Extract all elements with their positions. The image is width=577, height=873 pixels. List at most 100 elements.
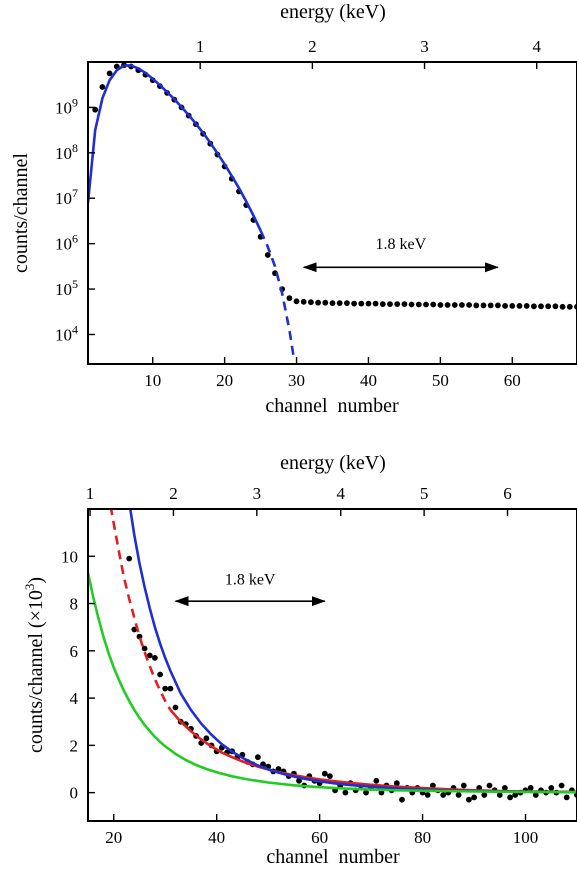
bottom-x2-tick-label: 6 bbox=[503, 484, 512, 503]
top-curve-2 bbox=[259, 229, 295, 358]
bottom-data-point bbox=[502, 785, 508, 791]
bottom-x2-tick-label: 3 bbox=[253, 484, 262, 503]
top-data-point bbox=[322, 299, 329, 306]
bottom-data-point bbox=[496, 792, 503, 798]
bottom-x-tick-label: 100 bbox=[513, 828, 539, 847]
top-data-point bbox=[336, 300, 343, 306]
top-x-tick-label: 30 bbox=[288, 371, 305, 390]
bottom-y-tick-label: 6 bbox=[70, 642, 79, 661]
bottom-energy-axis-title: energy (keV) bbox=[280, 452, 386, 474]
top-data-point bbox=[538, 303, 544, 310]
bottom-data-point bbox=[296, 777, 302, 784]
bottom-data-point bbox=[532, 792, 539, 798]
top-data-point bbox=[365, 300, 372, 307]
top-data-point bbox=[437, 302, 444, 308]
bottom-x-tick-label: 20 bbox=[105, 828, 122, 847]
top-annotation-label: 1.8 keV bbox=[375, 236, 426, 253]
bottom-data-point bbox=[327, 773, 333, 779]
top-axes: 10 20 30 40 50 60 1 2 3 4 104 105 106 107 108 109 bbox=[55, 37, 541, 390]
bottom-x2-tick-label: 1 bbox=[86, 484, 95, 503]
top-data-point bbox=[308, 299, 314, 306]
bottom-annotation: 1.8 keV bbox=[174, 572, 326, 607]
top-data-point bbox=[487, 302, 494, 309]
bottom-data-point bbox=[321, 770, 328, 777]
bottom-plot-frame bbox=[87, 508, 577, 822]
bottom-data-point bbox=[507, 794, 513, 801]
bottom-data-point bbox=[126, 555, 133, 562]
bottom-data-point bbox=[393, 780, 400, 787]
top-data-point bbox=[566, 303, 573, 310]
bottom-data-point bbox=[342, 789, 349, 796]
bottom-annotation-label: 1.8 keV bbox=[225, 572, 276, 589]
top-y-tick-label: 106 bbox=[55, 232, 78, 254]
bottom-data-point bbox=[424, 792, 431, 798]
top-y-tick-label: 109 bbox=[55, 95, 78, 117]
top-y-tick-label: 108 bbox=[55, 141, 78, 163]
top-x-tick-label: 60 bbox=[504, 371, 521, 390]
top-data-point bbox=[351, 300, 357, 307]
top-data-point bbox=[444, 302, 451, 308]
bottom-data-point bbox=[255, 754, 261, 761]
top-data-point bbox=[516, 303, 523, 309]
bottom-x2-tick-label: 2 bbox=[169, 484, 178, 503]
top-x-tick-label: 50 bbox=[432, 371, 449, 390]
bottom-y-tick-label: 4 bbox=[70, 689, 79, 708]
top-y-tick-label: 105 bbox=[55, 277, 78, 299]
top-data-point bbox=[401, 301, 408, 307]
bottom-marks bbox=[88, 509, 577, 803]
bottom-curve-1 bbox=[109, 509, 172, 711]
top-data-point bbox=[523, 303, 530, 309]
top-data-point bbox=[106, 70, 113, 77]
bottom-x2-tick-label: 4 bbox=[336, 484, 345, 503]
top-data-point bbox=[415, 301, 422, 308]
top-energy-axis-title: energy (keV) bbox=[280, 1, 386, 23]
top-data-point bbox=[495, 302, 501, 309]
bottom-data-point bbox=[440, 792, 447, 798]
top-x-tick-label: 20 bbox=[216, 371, 233, 390]
bottom-data-point bbox=[512, 792, 519, 798]
top-data-point bbox=[264, 252, 271, 258]
top-marks bbox=[88, 62, 577, 358]
bottom-data-point bbox=[152, 655, 158, 661]
top-data-point bbox=[459, 302, 465, 308]
bottom-y-tick-label: 10 bbox=[61, 547, 78, 566]
bottom-data-point bbox=[481, 792, 488, 798]
bottom-curve-4 bbox=[88, 572, 577, 794]
bottom-data-point bbox=[460, 782, 467, 789]
top-data-point bbox=[394, 301, 401, 307]
bottom-data-point bbox=[203, 735, 210, 742]
top-data-point bbox=[408, 301, 415, 308]
top-data-point bbox=[559, 303, 566, 310]
top-curve-1 bbox=[88, 64, 262, 232]
top-x2-tick-label: 1 bbox=[196, 37, 205, 56]
top-y-tick-label: 104 bbox=[55, 322, 78, 344]
bottom-data-point bbox=[527, 785, 534, 791]
bottom-data-point bbox=[373, 777, 380, 784]
top-data-point bbox=[379, 301, 386, 307]
top-x-tick-label: 10 bbox=[144, 371, 161, 390]
chart-top: energy (keV) 10 20 30 40 50 601 2 3 410410510610… bbox=[10, 1, 577, 417]
top-data-point bbox=[430, 301, 437, 308]
bottom-data-point bbox=[399, 796, 405, 803]
top-data-point bbox=[329, 300, 336, 306]
bottom-y-axis-title-main: counts/channel (×10 bbox=[25, 590, 47, 753]
bottom-y-axis-title: counts/channel (×103) bbox=[22, 577, 47, 753]
bottom-x-tick-label: 80 bbox=[414, 828, 431, 847]
top-data-point bbox=[552, 303, 559, 310]
top-data-point bbox=[344, 300, 350, 306]
top-data-point bbox=[315, 299, 321, 306]
top-data-point bbox=[387, 301, 393, 307]
bottom-x-tick-label: 40 bbox=[208, 828, 225, 847]
top-data-point bbox=[451, 302, 458, 308]
bottom-data-point bbox=[471, 794, 477, 801]
top-y-axis-title: counts/channel bbox=[10, 153, 32, 273]
top-y-tick-label: 107 bbox=[55, 186, 78, 208]
bottom-data-point bbox=[563, 794, 570, 801]
top-data-point bbox=[531, 303, 537, 310]
bottom-data-point bbox=[363, 789, 369, 796]
bottom-y-axis-title-end: ) bbox=[25, 577, 47, 584]
bottom-data-point bbox=[548, 785, 555, 791]
